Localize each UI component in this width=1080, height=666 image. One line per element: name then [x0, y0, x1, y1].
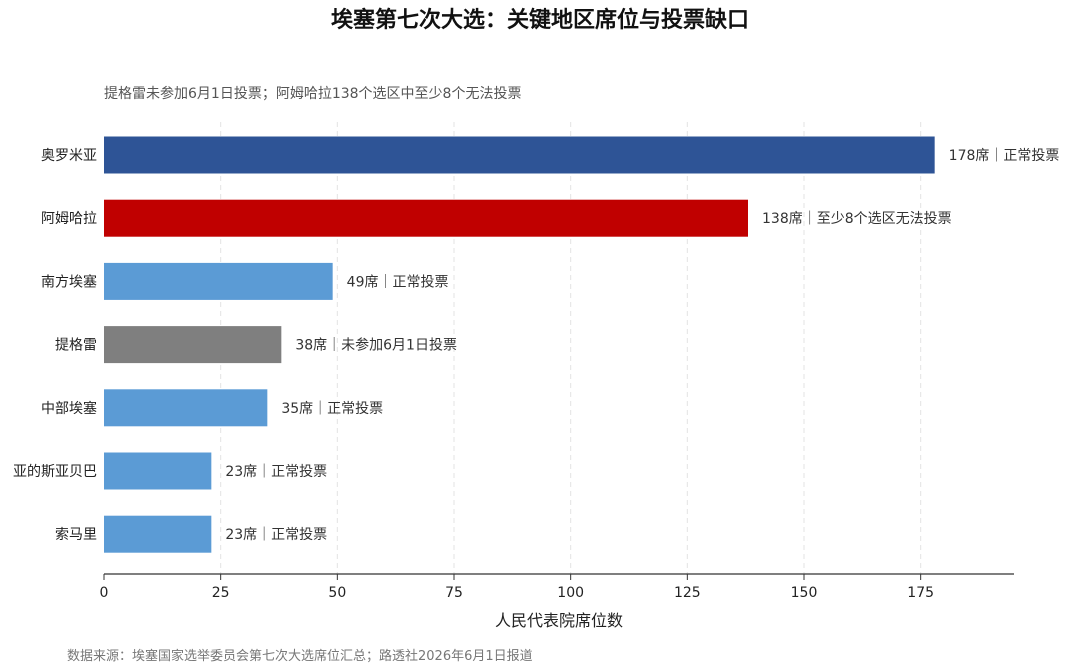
- bar: [104, 389, 268, 427]
- x-tick-label: 25: [212, 585, 230, 601]
- data-label: 178席｜正常投票: [949, 148, 1060, 164]
- data-label: 23席｜正常投票: [225, 464, 327, 480]
- x-tick-label: 0: [100, 585, 109, 601]
- bar: [104, 326, 282, 364]
- x-tick-label: 150: [791, 585, 818, 601]
- x-tick-label: 100: [557, 585, 584, 601]
- bar: [104, 515, 212, 553]
- category-label: 奥罗米亚: [41, 147, 97, 164]
- x-tick-label: 50: [328, 585, 346, 601]
- category-label: 提格雷: [55, 338, 97, 354]
- chart-subtitle: 提格雷未参加6月1日投票；阿姆哈拉138个选区中至少8个无法投票: [104, 85, 521, 102]
- source-note: 数据来源：埃塞国家选举委员会第七次大选席位汇总；路透社2026年6月1日报道: [67, 648, 533, 664]
- x-axis: 0 25 50 75 100 125 150 175: [100, 573, 1014, 601]
- x-axis-label: 人民代表院席位数: [495, 611, 623, 630]
- bar: [104, 199, 748, 237]
- x-tick-label: 125: [674, 585, 701, 601]
- category-label: 中部埃塞: [41, 400, 97, 417]
- bar: [104, 262, 333, 300]
- bar: [104, 136, 935, 174]
- bar: [104, 452, 212, 490]
- data-label: 138席｜至少8个选区无法投票: [762, 211, 952, 227]
- category-label: 亚的斯亚贝巴: [13, 464, 97, 480]
- chart-title: 埃塞第七次大选：关键地区席位与投票缺口: [331, 7, 749, 33]
- data-label: 49席｜正常投票: [347, 274, 449, 290]
- data-label: 38席｜未参加6月1日投票: [295, 337, 457, 354]
- data-label: 35席｜正常投票: [281, 401, 383, 417]
- x-tick-label: 175: [907, 585, 934, 601]
- category-label: 索马里: [55, 526, 97, 543]
- data-label: 23席｜正常投票: [225, 527, 327, 543]
- x-tick-label: 75: [445, 585, 463, 601]
- category-label: 阿姆哈拉: [41, 211, 97, 227]
- category-label: 南方埃塞: [41, 273, 97, 290]
- grid-lines: [220, 122, 922, 574]
